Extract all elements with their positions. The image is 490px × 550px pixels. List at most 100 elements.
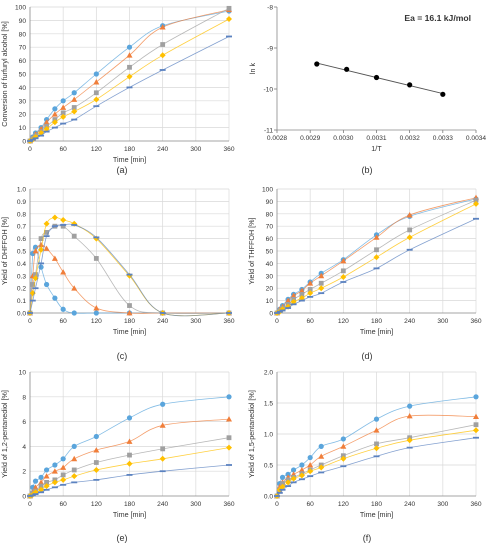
data-point-5 [51, 255, 58, 261]
data-point-8 [93, 96, 100, 103]
data-point-2 [279, 309, 286, 312]
data-point-2 [279, 483, 286, 490]
x-tick-label: 300 [190, 146, 201, 153]
data-point-10 [159, 470, 166, 473]
data-point-7 [318, 453, 325, 459]
data-point-9 [374, 441, 379, 447]
x-tick-label: 180 [124, 501, 135, 508]
data-point-6 [60, 269, 67, 275]
data-point-10 [406, 437, 413, 444]
data-point-2 [32, 137, 39, 140]
series-3 [27, 16, 232, 144]
y-tick-label: 80 [19, 31, 27, 38]
data-point-7 [71, 467, 77, 473]
y-tick-label: 50 [266, 249, 274, 256]
data-point-1 [276, 310, 283, 313]
data-point-6 [60, 217, 67, 223]
x-tick-label: 0 [275, 318, 279, 325]
x-tick-label: 240 [157, 318, 168, 325]
data-point-10 [407, 227, 413, 233]
data-point-7 [71, 285, 78, 291]
data-point-0 [274, 312, 280, 314]
chart-panel-a: 0 10 20 30 40 50 60 70 80 90 100 0 60 120 180 240 300 360… [0, 5, 235, 176]
data-point-4 [43, 473, 50, 479]
data-point-7 [71, 108, 78, 115]
data-point-4 [43, 220, 50, 227]
y-tick-label: 0.7 [17, 224, 26, 231]
data-point-6 [60, 224, 67, 226]
x-tick-label: 0 [28, 146, 32, 153]
data-point-7 [71, 118, 78, 121]
data-point-0 [274, 495, 280, 497]
y-tick-label: 0.1 [17, 298, 26, 305]
data-point-5 [299, 292, 305, 297]
data-point-6 [60, 476, 67, 483]
data-point-3 [38, 491, 45, 494]
y-tick-label: 60 [19, 58, 27, 65]
data-point-6 [307, 475, 314, 478]
data-point-3 [285, 297, 292, 303]
data-point-11 [226, 435, 232, 441]
data-point-9 [127, 64, 132, 70]
data-point-4 [440, 91, 446, 97]
data-point-10 [160, 446, 166, 452]
y-tick-label: 1.0 [17, 187, 26, 194]
y-tick-label: -9 [267, 46, 273, 53]
data-point-8 [93, 256, 99, 261]
series-0 [27, 394, 232, 499]
y-tick-label: 90 [266, 199, 274, 206]
data-point-8 [93, 71, 99, 77]
y-axis-label: Yield of 1,2-pentanediol [%] [0, 390, 9, 478]
data-point-2 [373, 74, 380, 81]
data-point-10 [159, 422, 166, 428]
data-point-2 [32, 287, 39, 290]
data-point-2 [33, 272, 38, 277]
data-point-8 [93, 466, 100, 473]
data-point-10 [406, 234, 413, 241]
data-point-8 [93, 105, 100, 108]
x-tick-label: 0.0030 [333, 135, 354, 142]
data-point-4 [43, 119, 50, 125]
x-tick-label: 120 [91, 146, 102, 153]
x-tick-label: 60 [306, 501, 314, 508]
data-point-9 [126, 474, 133, 476]
data-point-7 [318, 443, 324, 449]
data-point-2 [32, 478, 39, 484]
data-point-11 [226, 35, 232, 38]
series-1 [27, 416, 232, 499]
data-point-4 [44, 479, 49, 485]
x-tick-label: 120 [91, 318, 102, 325]
data-point-11 [473, 413, 479, 420]
series-0 [314, 61, 446, 97]
data-point-9 [126, 52, 133, 58]
data-point-9 [127, 452, 132, 458]
data-point-0 [314, 61, 320, 67]
y-tick-label: 70 [266, 224, 274, 231]
data-point-7 [318, 464, 325, 471]
y-tick-label: 0 [269, 311, 273, 318]
data-point-11 [226, 5, 232, 11]
y-tick-label: 20 [19, 112, 27, 119]
data-point-10 [406, 413, 413, 419]
data-point-10 [406, 212, 413, 218]
series-4 [27, 464, 232, 497]
data-point-5 [52, 462, 58, 468]
data-point-7 [318, 292, 325, 295]
data-point-9 [127, 303, 132, 308]
data-point-9 [373, 254, 380, 261]
y-tick-label: 0.0 [17, 311, 26, 318]
data-point-8 [340, 453, 346, 459]
x-tick-label: 360 [470, 318, 481, 325]
data-point-4 [290, 467, 297, 473]
data-point-5 [298, 478, 305, 481]
data-point-1 [30, 282, 36, 287]
data-point-10 [159, 69, 166, 71]
data-point-10 [406, 446, 413, 449]
y-tick-label: 0.3 [17, 273, 26, 280]
x-tick-label: 120 [338, 501, 349, 508]
data-point-3 [38, 246, 45, 253]
data-point-3 [38, 479, 45, 485]
data-point-7 [71, 455, 78, 462]
series-4 [274, 217, 479, 314]
